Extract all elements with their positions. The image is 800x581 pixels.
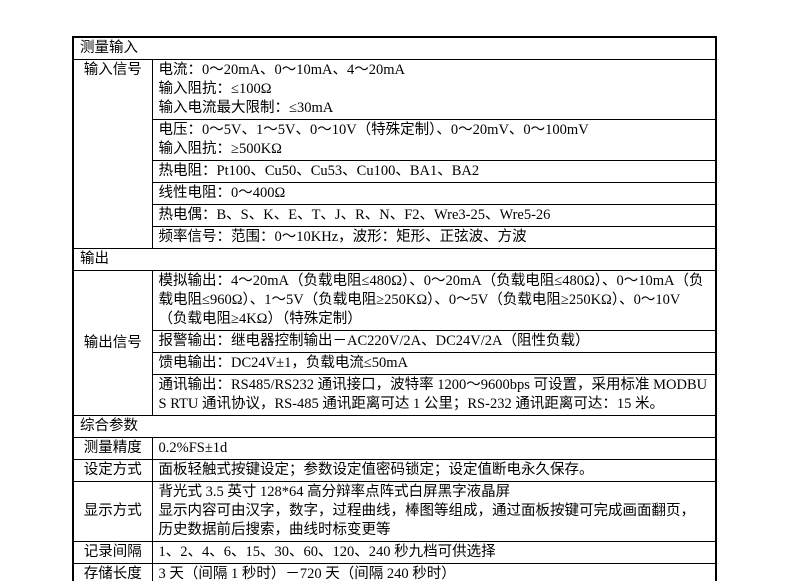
spec-line: 热电偶：B、S、K、E、T、J、R、N、F2、Wre3-25、Wre5-26 xyxy=(158,207,551,223)
table-row: 热电偶：B、S、K、E、T、J、R、N、F2、Wre3-25、Wre5-26 xyxy=(73,204,717,227)
cell-accuracy: 0.2%FS±1d xyxy=(151,437,717,460)
spec-line: 3 天（间隔 1 秒时）－720 天（间隔 240 秒时） xyxy=(158,566,456,581)
section-row-measure-input: 测量输入 xyxy=(72,36,717,60)
table-row: 热电阻：Pt100、Cu50、Cu53、Cu100、BA1、BA2 xyxy=(73,160,717,183)
cell-thermocouple-input: 热电偶：B、S、K、E、T、J、R、N、F2、Wre3-25、Wre5-26 xyxy=(151,204,717,227)
spec-line: 线性电阻：0～400Ω xyxy=(158,185,286,201)
cell-voltage-input: 电压：0～5V、1～5V、0～10V（特殊定制）、0～20mV、0～100mV … xyxy=(151,119,717,161)
row-label-storage-length: 存储长度 xyxy=(72,563,153,581)
spec-line: 输入阻抗：≥500KΩ xyxy=(158,141,282,157)
section-row-general-params: 综合参数 xyxy=(72,415,717,438)
cell-record-interval: 1、2、4、6、15、30、60、120、240 秒九档可供选择 xyxy=(151,541,717,564)
table-row: 线性电阻：0～400Ω xyxy=(73,182,717,205)
section-title-measure-input: 测量输入 xyxy=(72,36,717,60)
table-row: 记录间隔 1、2、4、6、15、30、60、120、240 秒九档可供选择 xyxy=(72,541,717,564)
cell-storage-length: 3 天（间隔 1 秒时）－720 天（间隔 240 秒时） xyxy=(151,563,717,581)
table-row: 馈电输出：DC24V±1，负载电流≤50mA xyxy=(73,352,717,375)
table-row: 电压：0～5V、1～5V、0～10V（特殊定制）、0～20mV、0～100mV … xyxy=(73,119,717,161)
spec-line: 面板轻触式按键设定；参数设定值密码锁定；设定值断电永久保存。 xyxy=(158,462,594,478)
row-label-record-interval: 记录间隔 xyxy=(72,541,153,564)
table-row: 输出信号 模拟输出：4～20mA（负载电阻≤480Ω）、0～20mA（负载电阻≤… xyxy=(72,270,717,416)
section-row-output: 输出 xyxy=(72,248,717,271)
table-row: 设定方式 面板轻触式按键设定；参数设定值密码锁定；设定值断电永久保存。 xyxy=(72,459,717,482)
table-row: 存储长度 3 天（间隔 1 秒时）－720 天（间隔 240 秒时） xyxy=(72,563,717,581)
cell-display-mode: 背光式 3.5 英寸 128*64 高分辩率点阵式白屏黑字液晶屏 显示内容可由汉… xyxy=(151,481,717,542)
spec-line: 输入电流最大限制：≤30mA xyxy=(158,100,334,116)
spec-line: 模拟输出：4～20mA（负载电阻≤480Ω）、0～20mA（负载电阻≤480Ω）… xyxy=(158,273,704,327)
section-title-output: 输出 xyxy=(72,248,717,271)
row-label-display-mode: 显示方式 xyxy=(72,481,153,542)
spec-line: 电流：0～20mA、0～10mA、4～20mA xyxy=(158,62,406,78)
cell-rtd-input: 热电阻：Pt100、Cu50、Cu53、Cu100、BA1、BA2 xyxy=(151,160,717,183)
cell-analog-output: 模拟输出：4～20mA（负载电阻≤480Ω）、0～20mA（负载电阻≤480Ω）… xyxy=(151,270,717,331)
spec-line: 馈电输出：DC24V±1，负载电流≤50mA xyxy=(158,355,409,371)
cell-comm-output: 通讯输出：RS485/RS232 通讯接口，波特率 1200～9600bps 可… xyxy=(151,374,717,416)
spec-line: 电压：0～5V、1～5V、0～10V（特殊定制）、0～20mV、0～100mV xyxy=(158,122,589,138)
spec-line: 频率信号：范围：0～10KHz，波形：矩形、正弦波、方波 xyxy=(158,229,527,245)
cell-current-input: 电流：0～20mA、0～10mA、4～20mA 输入阻抗：≤100Ω 输入电流最… xyxy=(151,59,717,120)
cell-feed-output: 馈电输出：DC24V±1，负载电流≤50mA xyxy=(151,352,717,375)
spec-line: 1、2、4、6、15、30、60、120、240 秒九档可供选择 xyxy=(158,544,496,560)
cell-alarm-output: 报警输出：继电器控制输出－AC220V/2A、DC24V/2A（阻性负载） xyxy=(151,330,717,353)
table-row: 输入信号 电流：0～20mA、0～10mA、4～20mA 输入阻抗：≤100Ω … xyxy=(72,59,717,249)
spec-table: 测量输入 输入信号 电流：0～20mA、0～10mA、4～20mA 输入阻抗：≤… xyxy=(72,36,717,581)
table-row: 显示方式 背光式 3.5 英寸 128*64 高分辩率点阵式白屏黑字液晶屏 显示… xyxy=(72,481,717,542)
spec-line: 热电阻：Pt100、Cu50、Cu53、Cu100、BA1、BA2 xyxy=(158,163,480,179)
spec-line: 0.2%FS±1d xyxy=(158,440,228,456)
cell-linear-resistance-input: 线性电阻：0～400Ω xyxy=(151,182,717,205)
table-row: 通讯输出：RS485/RS232 通讯接口，波特率 1200～9600bps 可… xyxy=(73,374,717,416)
section-title-general-params: 综合参数 xyxy=(72,415,717,438)
table-row: 测量精度 0.2%FS±1d xyxy=(72,437,717,460)
spec-line: 通讯输出：RS485/RS232 通讯接口，波特率 1200～9600bps 可… xyxy=(158,377,708,412)
spec-line: 背光式 3.5 英寸 128*64 高分辩率点阵式白屏黑字液晶屏 xyxy=(158,484,511,500)
spec-line: 显示内容可由汉字，数字，过程曲线，棒图等组成，通过面板按键可完成画面翻页，历史数… xyxy=(158,503,696,538)
table-row: 报警输出：继电器控制输出－AC220V/2A、DC24V/2A（阻性负载） xyxy=(73,330,717,353)
row-label-input-signal: 输入信号 xyxy=(72,59,153,249)
spec-line: 报警输出：继电器控制输出－AC220V/2A、DC24V/2A（阻性负载） xyxy=(158,333,590,349)
cell-frequency-input: 频率信号：范围：0～10KHz，波形：矩形、正弦波、方波 xyxy=(151,226,717,249)
row-label-setting-method: 设定方式 xyxy=(72,459,153,482)
spec-line: 输入阻抗：≤100Ω xyxy=(158,81,272,97)
table-row: 频率信号：范围：0～10KHz，波形：矩形、正弦波、方波 xyxy=(73,226,717,249)
cell-setting-method: 面板轻触式按键设定；参数设定值密码锁定；设定值断电永久保存。 xyxy=(151,459,717,482)
row-label-output-signal: 输出信号 xyxy=(72,270,153,416)
row-label-accuracy: 测量精度 xyxy=(72,437,153,460)
